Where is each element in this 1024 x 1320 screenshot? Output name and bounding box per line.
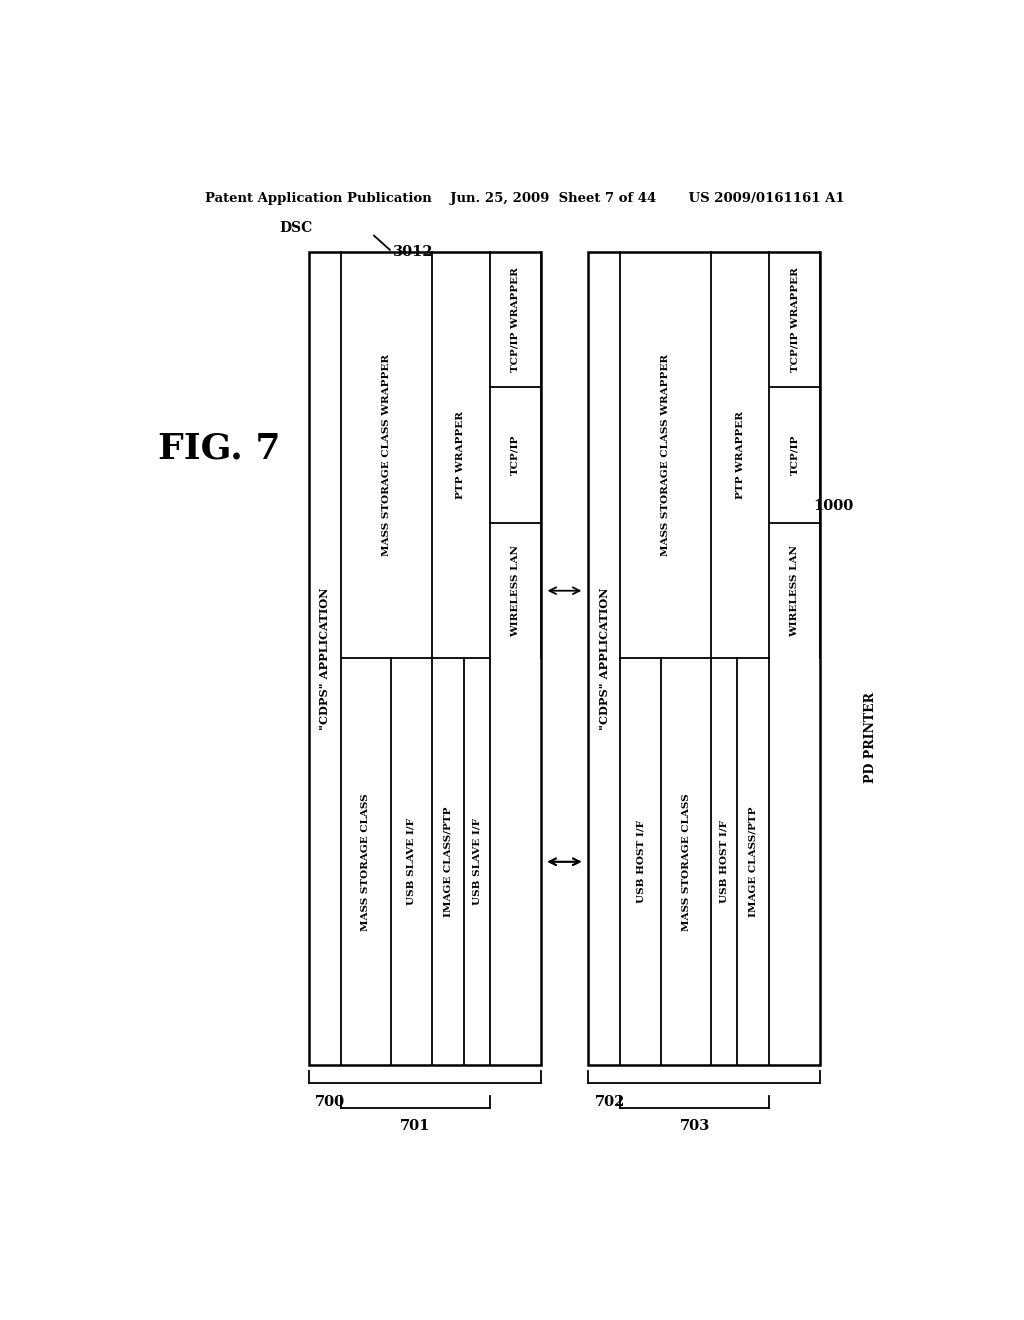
Text: USB SLAVE I/F: USB SLAVE I/F: [472, 818, 481, 906]
Text: MASS STORAGE CLASS: MASS STORAGE CLASS: [682, 793, 690, 931]
Text: PTP WRAPPER: PTP WRAPPER: [456, 412, 465, 499]
Text: MASS STORAGE CLASS: MASS STORAGE CLASS: [361, 793, 371, 931]
Text: Patent Application Publication    Jun. 25, 2009  Sheet 7 of 44       US 2009/016: Patent Application Publication Jun. 25, …: [205, 191, 845, 205]
Text: MASS STORAGE CLASS WRAPPER: MASS STORAGE CLASS WRAPPER: [662, 354, 670, 556]
Text: IMAGE CLASS/PTP: IMAGE CLASS/PTP: [443, 807, 453, 917]
Text: TCP/IP WRAPPER: TCP/IP WRAPPER: [511, 267, 519, 372]
Text: USB SLAVE I/F: USB SLAVE I/F: [407, 818, 416, 906]
Text: 703: 703: [679, 1119, 710, 1133]
Text: WIRELESS LAN: WIRELESS LAN: [791, 545, 799, 636]
Bar: [309, 252, 541, 1065]
Text: TCP/IP: TCP/IP: [511, 436, 519, 475]
Text: IMAGE CLASS/PTP: IMAGE CLASS/PTP: [749, 807, 758, 917]
Text: USB HOST I/F: USB HOST I/F: [636, 820, 645, 903]
Text: 702: 702: [595, 1094, 625, 1109]
Text: 701: 701: [400, 1119, 430, 1133]
Text: "CDPS" APPLICATION: "CDPS" APPLICATION: [319, 587, 331, 730]
Text: DSC: DSC: [280, 220, 313, 235]
Text: 700: 700: [315, 1094, 345, 1109]
Bar: [588, 252, 820, 1065]
Text: TCP/IP WRAPPER: TCP/IP WRAPPER: [791, 267, 799, 372]
Text: "CDPS" APPLICATION: "CDPS" APPLICATION: [599, 587, 609, 730]
Text: 1000: 1000: [814, 499, 854, 513]
Text: 3012: 3012: [393, 246, 434, 259]
Text: WIRELESS LAN: WIRELESS LAN: [511, 545, 519, 636]
Text: FIG. 7: FIG. 7: [158, 432, 281, 465]
Text: TCP/IP: TCP/IP: [791, 436, 799, 475]
Text: MASS STORAGE CLASS WRAPPER: MASS STORAGE CLASS WRAPPER: [382, 354, 391, 556]
Text: USB HOST I/F: USB HOST I/F: [720, 820, 728, 903]
Text: PTP WRAPPER: PTP WRAPPER: [735, 412, 744, 499]
Text: PD PRINTER: PD PRINTER: [864, 692, 878, 783]
